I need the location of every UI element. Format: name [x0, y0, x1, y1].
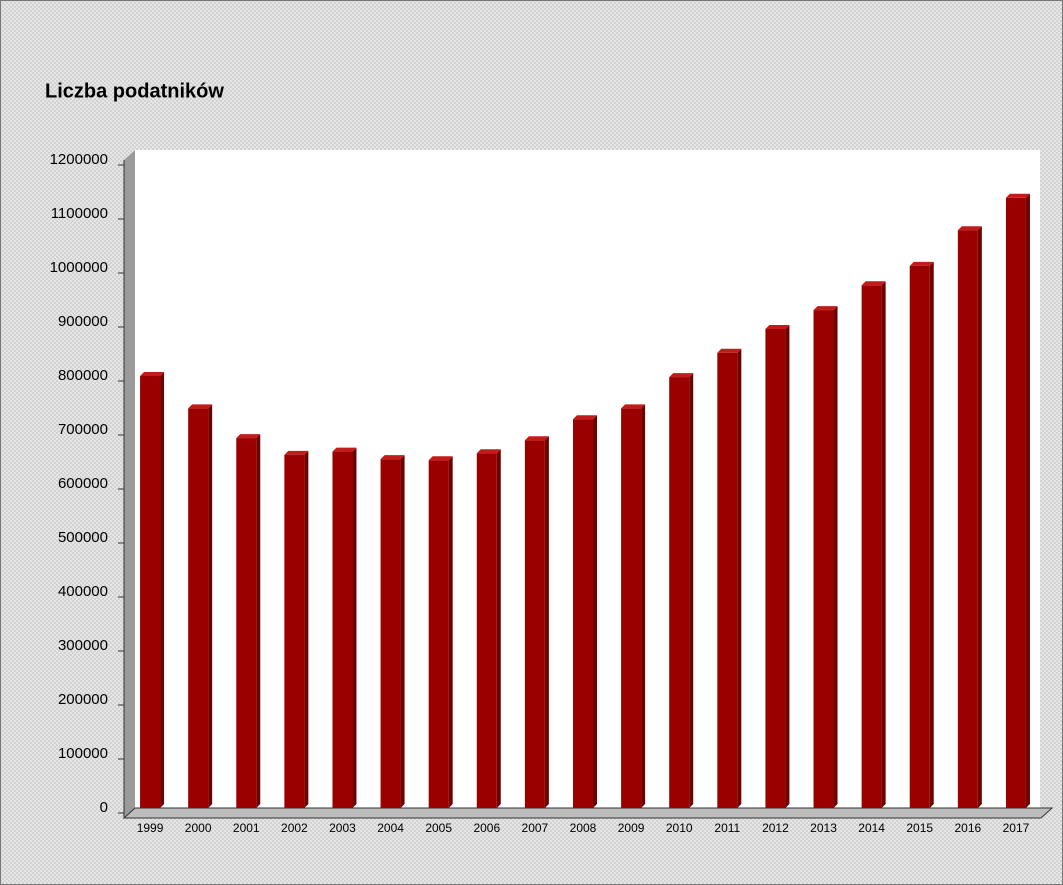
x-tick-label: 2013	[810, 821, 837, 835]
chart-title: Liczba podatników	[45, 80, 224, 102]
bar	[332, 451, 353, 808]
x-tick-label: 2016	[954, 821, 981, 835]
bar-side	[208, 404, 213, 808]
bar-side	[352, 447, 357, 808]
bar-side	[833, 306, 838, 808]
y-tick-label: 1100000	[51, 205, 108, 222]
y-tick-label: 500000	[58, 529, 108, 546]
bar-top	[140, 372, 165, 376]
bar	[428, 460, 449, 808]
floor	[122, 807, 1054, 819]
bar	[765, 329, 786, 808]
y-tick-label: 1200000	[50, 151, 108, 168]
y-tick-label: 200000	[58, 691, 108, 708]
bar-side	[256, 434, 261, 808]
bar-top	[284, 450, 309, 455]
bar	[669, 377, 690, 808]
y-tick-label: 900000	[58, 313, 108, 330]
bar-side	[977, 226, 982, 808]
x-tick-label: 1999	[137, 821, 164, 835]
bar-side	[400, 455, 405, 808]
bar	[476, 453, 497, 808]
bar-side	[160, 372, 165, 808]
bar-side	[737, 348, 742, 808]
bar	[861, 285, 882, 808]
bar-top	[813, 306, 838, 311]
bar	[957, 230, 978, 808]
bar-side	[544, 436, 549, 808]
bar	[140, 376, 161, 808]
bar	[573, 419, 593, 808]
x-tick-label: 2010	[666, 821, 693, 835]
x-tick-label: 2011	[714, 821, 740, 835]
bar	[717, 352, 738, 808]
bar-side	[593, 415, 597, 808]
x-tick-label: 2002	[281, 821, 308, 835]
side-wall	[124, 150, 135, 818]
bar-top	[573, 415, 597, 420]
x-tick-label: 2006	[473, 821, 500, 835]
bar-top	[380, 455, 405, 460]
x-tick-label: 2004	[377, 821, 404, 835]
x-tick-label: 2000	[185, 821, 212, 835]
x-tick-label: 2003	[329, 821, 356, 835]
x-tick-label: 2012	[762, 821, 789, 835]
x-tick-label: 2014	[858, 821, 885, 835]
bar-top	[524, 436, 549, 441]
x-tick-label: 2001	[233, 821, 260, 835]
y-tick-label: 800000	[58, 367, 108, 384]
bar-top	[332, 447, 357, 452]
bar-side	[785, 325, 790, 808]
bar	[621, 408, 642, 808]
bar-side	[496, 449, 501, 808]
bar-side	[689, 373, 694, 808]
bar	[1005, 197, 1026, 809]
bar-top	[909, 261, 934, 266]
bar-top	[957, 226, 982, 231]
y-tick-label: 1000000	[50, 259, 108, 276]
y-tick-label: 700000	[58, 421, 108, 438]
x-tick-label: 2009	[618, 821, 645, 835]
bar-side	[929, 261, 934, 809]
bar-top	[476, 449, 501, 454]
bar-top	[669, 373, 694, 378]
bar	[284, 454, 305, 808]
x-tick-label: 2017	[1003, 821, 1030, 835]
bar-side	[641, 404, 646, 808]
x-tick-label: 2015	[906, 821, 933, 835]
bar	[909, 265, 930, 809]
y-tick-label: 600000	[58, 475, 108, 492]
bar-side	[881, 281, 886, 808]
bar-top	[428, 456, 453, 461]
y-tick-label: 300000	[58, 637, 108, 654]
bar	[813, 310, 834, 808]
bar	[380, 459, 401, 808]
bar-top	[861, 281, 886, 286]
bar-side	[448, 456, 453, 808]
bar	[188, 408, 209, 808]
bar-top	[621, 404, 646, 409]
bar	[236, 438, 257, 808]
bar-side	[1025, 193, 1030, 809]
x-tick-label: 2007	[522, 821, 549, 835]
bar-side	[304, 450, 309, 808]
bar	[524, 440, 545, 808]
x-tick-label: 2005	[425, 821, 452, 835]
x-tick-label: 2008	[570, 821, 597, 835]
bar-top	[717, 348, 742, 353]
y-tick-label: 400000	[58, 583, 108, 600]
bar-top	[1005, 193, 1030, 198]
y-tick-label: 0	[100, 799, 108, 816]
bar-top	[236, 434, 261, 439]
bar-top	[765, 325, 790, 330]
bar-top	[188, 404, 213, 409]
y-tick-label: 100000	[58, 745, 108, 762]
